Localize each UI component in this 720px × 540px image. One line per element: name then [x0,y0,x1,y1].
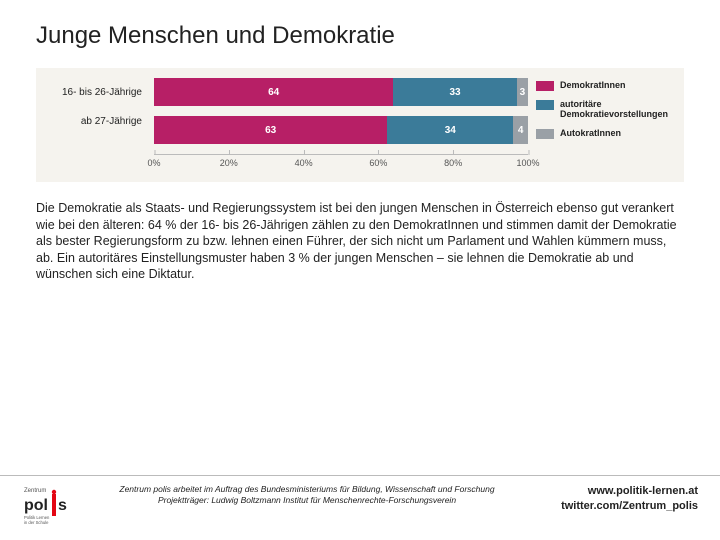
svg-text:pol: pol [24,497,48,514]
x-axis: 0%20%40%60%80%100% [154,154,528,176]
slide-root: Junge Menschen und Demokratie 16- bis 26… [0,0,720,540]
polis-logo: Zentrum pol s Politik Lernen in der Schu… [22,484,86,526]
bar-segment: 4 [513,116,528,144]
slide-footer: Zentrum pol s Politik Lernen in der Schu… [0,475,720,526]
bar-segment: 3 [517,78,528,106]
footer-links: www.politik-lernen.at twitter.com/Zentru… [528,484,698,514]
chart-legend: DemokratInnen autoritäre Demokratievorste… [536,78,678,176]
legend-swatch [536,129,554,139]
body-paragraph: Die Demokratie als Staats- und Regierung… [36,200,684,283]
legend-label: AutokratInnen [560,128,621,138]
credit-line-2: Projektträger: Ludwig Boltzmann Institut… [96,495,518,506]
axis-tick: 100% [516,155,539,165]
legend-swatch [536,100,554,110]
footer-credits: Zentrum polis arbeitet im Auftrag des Bu… [96,484,518,507]
link-twitter[interactable]: twitter.com/Zentrum_polis [528,499,698,514]
category-label: ab 27-Jährige [42,116,146,127]
chart-container: 16- bis 26-Jährige ab 27-Jährige 6433363… [36,68,684,182]
credit-line-1: Zentrum polis arbeitet im Auftrag des Bu… [96,484,518,495]
bar-row: 63344 [154,116,528,144]
legend-item: autoritäre Demokratievorstellungen [536,99,678,120]
legend-item: AutokratInnen [536,128,678,139]
axis-tick: 0% [147,155,160,165]
page-title: Junge Menschen und Demokratie [36,22,684,50]
bar-row: 64333 [154,78,528,106]
legend-label: DemokratInnen [560,80,626,90]
svg-text:in der Schule: in der Schule [24,520,49,525]
legend-label: autoritäre Demokratievorstellungen [560,99,678,120]
bar-segment: 63 [154,116,387,144]
category-label: 16- bis 26-Jährige [42,87,146,98]
bar-segment: 64 [154,78,393,106]
svg-text:s: s [58,497,67,514]
chart-category-labels: 16- bis 26-Jährige ab 27-Jährige [42,78,146,176]
axis-tick: 40% [295,155,313,165]
bar-segment: 34 [387,116,513,144]
bar-segment: 33 [393,78,516,106]
chart-plot: 6433363344 0%20%40%60%80%100% [154,78,528,176]
link-website[interactable]: www.politik-lernen.at [528,484,698,499]
legend-swatch [536,81,554,91]
legend-item: DemokratInnen [536,80,678,91]
axis-tick: 20% [220,155,238,165]
axis-tick: 80% [444,155,462,165]
axis-tick: 60% [369,155,387,165]
logo-top-text: Zentrum [24,488,46,494]
